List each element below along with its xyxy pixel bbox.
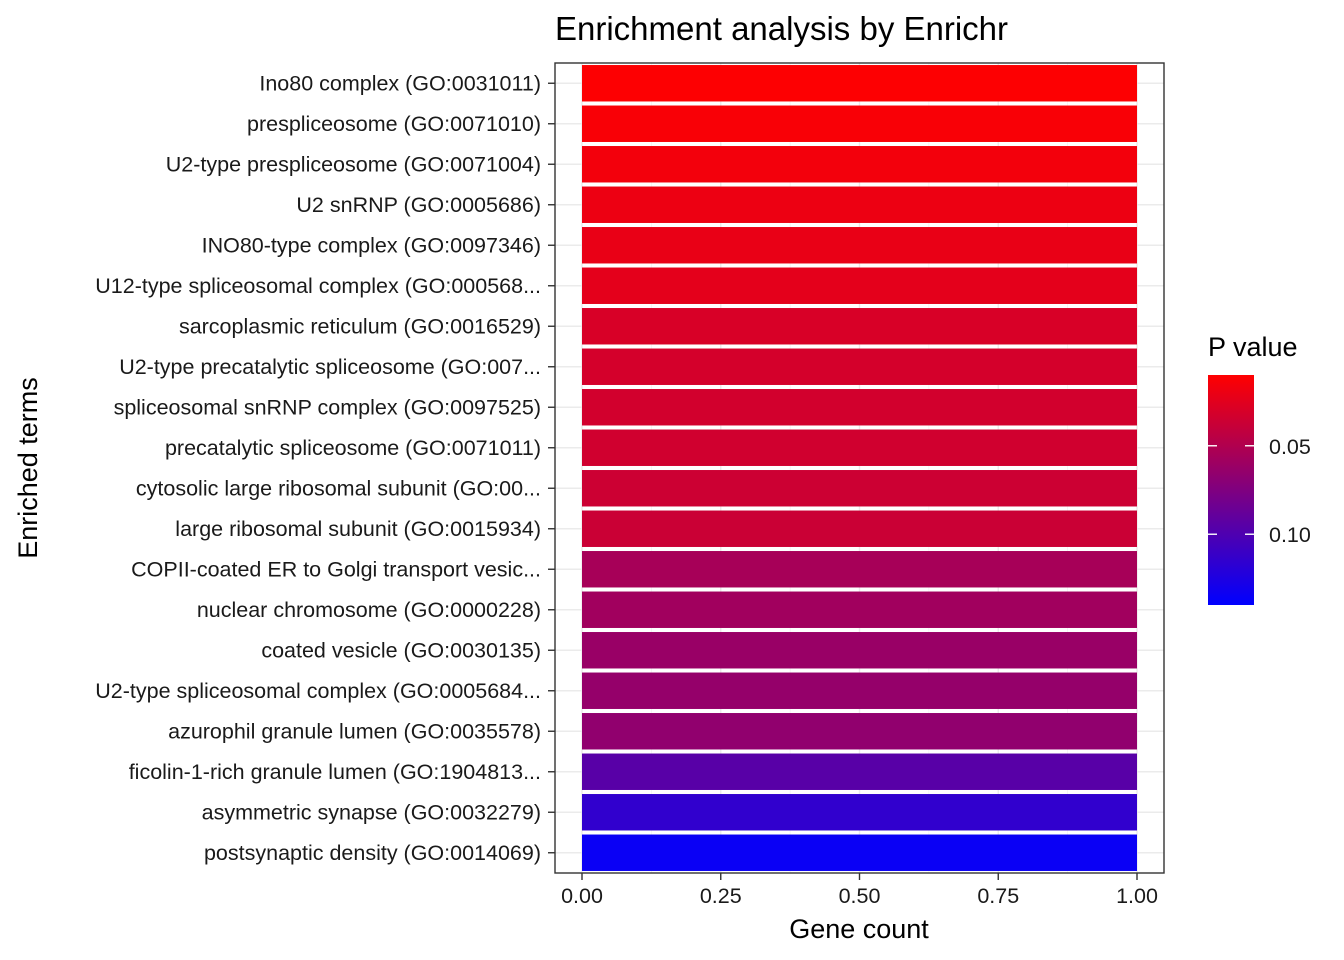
chart-title: Enrichment analysis by Enrichr bbox=[555, 10, 1008, 47]
x-tick-label: 0.50 bbox=[839, 884, 881, 908]
y-tick-label: U2-type prespliceosome (GO:0071004) bbox=[166, 152, 541, 176]
bar bbox=[582, 348, 1137, 385]
y-tick-label: U2 snRNP (GO:0005686) bbox=[296, 193, 541, 217]
y-tick-label: postsynaptic density (GO:0014069) bbox=[204, 841, 541, 865]
y-tick-label: cytosolic large ribosomal subunit (GO:00… bbox=[136, 476, 541, 500]
y-tick-label: asymmetric synapse (GO:0032279) bbox=[202, 800, 541, 824]
plot-area bbox=[554, 62, 1165, 874]
y-tick-label: Ino80 complex (GO:0031011) bbox=[259, 71, 541, 95]
bar bbox=[582, 794, 1137, 831]
bar bbox=[582, 227, 1137, 264]
y-tick-label: spliceosomal snRNP complex (GO:0097525) bbox=[114, 395, 541, 419]
x-axis-label: Gene count bbox=[789, 914, 929, 944]
bar bbox=[582, 267, 1137, 304]
y-tick-label: nuclear chromosome (GO:0000228) bbox=[197, 598, 541, 622]
legend-tick-label: 0.10 bbox=[1269, 523, 1311, 547]
y-tick-label: ficolin-1-rich granule lumen (GO:1904813… bbox=[129, 760, 541, 784]
bar bbox=[582, 672, 1137, 709]
y-tick-label: U2-type spliceosomal complex (GO:0005684… bbox=[95, 679, 541, 703]
bar bbox=[582, 308, 1137, 345]
bar bbox=[582, 753, 1137, 790]
p-value-legend: P value 0.05 0.10 bbox=[1208, 332, 1311, 605]
legend-colorbar bbox=[1208, 375, 1254, 605]
y-tick-label: COPII-coated ER to Golgi transport vesic… bbox=[131, 557, 541, 581]
bar bbox=[582, 186, 1137, 223]
bar bbox=[582, 105, 1137, 142]
bar bbox=[582, 65, 1137, 102]
y-tick-label: sarcoplasmic reticulum (GO:0016529) bbox=[179, 314, 541, 338]
bar bbox=[582, 713, 1137, 750]
bar bbox=[582, 510, 1137, 547]
y-tick-label: precatalytic spliceosome (GO:0071011) bbox=[165, 436, 541, 460]
bar bbox=[582, 470, 1137, 507]
y-tick-label: U12-type spliceosomal complex (GO:000568… bbox=[95, 274, 541, 298]
y-tick-label: prespliceosome (GO:0071010) bbox=[247, 112, 541, 136]
bar bbox=[582, 389, 1137, 426]
x-axis: 0.00 0.25 0.50 0.75 1.00 bbox=[561, 873, 1158, 908]
legend-tick-label: 0.05 bbox=[1269, 435, 1311, 459]
bar bbox=[582, 429, 1137, 466]
bar bbox=[582, 146, 1137, 183]
y-tick-label: large ribosomal subunit (GO:0015934) bbox=[175, 517, 541, 541]
bar bbox=[582, 834, 1137, 871]
bar bbox=[582, 632, 1137, 669]
bar bbox=[582, 591, 1137, 628]
x-tick-label: 0.75 bbox=[977, 884, 1019, 908]
y-tick-label: azurophil granule lumen (GO:0035578) bbox=[168, 719, 541, 743]
y-axis: Ino80 complex (GO:0031011) prespliceosome… bbox=[95, 71, 555, 865]
x-tick-label: 0.25 bbox=[700, 884, 742, 908]
x-tick-label: 1.00 bbox=[1116, 884, 1158, 908]
bar bbox=[582, 551, 1137, 588]
y-tick-label: INO80-type complex (GO:0097346) bbox=[202, 233, 541, 257]
y-tick-label: coated vesicle (GO:0030135) bbox=[261, 638, 541, 662]
y-tick-label: U2-type precatalytic spliceosome (GO:007… bbox=[119, 355, 541, 379]
legend-title: P value bbox=[1208, 332, 1298, 362]
y-axis-label: Enriched terms bbox=[13, 377, 43, 559]
x-tick-label: 0.00 bbox=[561, 884, 603, 908]
